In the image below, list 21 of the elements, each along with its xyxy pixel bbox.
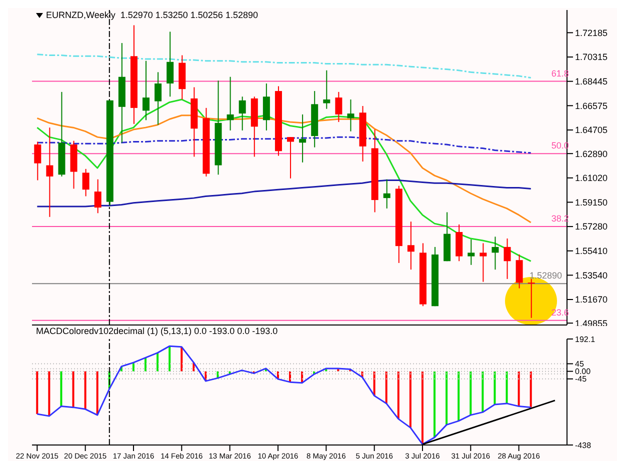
y-tick-label: -438 — [575, 440, 592, 450]
y-tick-label: 1.55410 — [575, 246, 608, 256]
y-tick-label: 1.49855 — [575, 318, 608, 328]
chart-title: MACDColoredv102decimal (1) (5,13,1) 0.0 -193.0 0.0 -193.0 — [36, 326, 278, 336]
y-tick-label: 192.1 — [575, 334, 596, 344]
y-tick-label: 1.72185 — [575, 28, 608, 38]
ref-line-label: 1.52890 — [529, 270, 562, 281]
y-tick-label: 1.59150 — [575, 197, 608, 208]
y-tick-label: 1.51670 — [575, 294, 608, 305]
y-tick-label: 1.57280 — [575, 222, 608, 232]
y-tick-label: 1.61020 — [575, 173, 608, 184]
y-tick-label: 1.62890 — [575, 148, 608, 159]
y-tick-label: 1.70315 — [575, 52, 608, 62]
y-tick-label: -45 — [575, 374, 588, 384]
y-tick-label: 0.00 — [575, 367, 592, 376]
chart-title: EURNZD,Weekly 1.52970 1.53250 1.50256 1.52890 — [46, 10, 258, 20]
y-tick-label: 1.64705 — [575, 125, 608, 136]
y-tick-label: 45 — [575, 360, 584, 369]
y-tick-label: 1.66575 — [575, 100, 608, 111]
y-tick-label: 1.68445 — [575, 76, 608, 87]
y-tick-label: 1.53540 — [575, 270, 608, 280]
